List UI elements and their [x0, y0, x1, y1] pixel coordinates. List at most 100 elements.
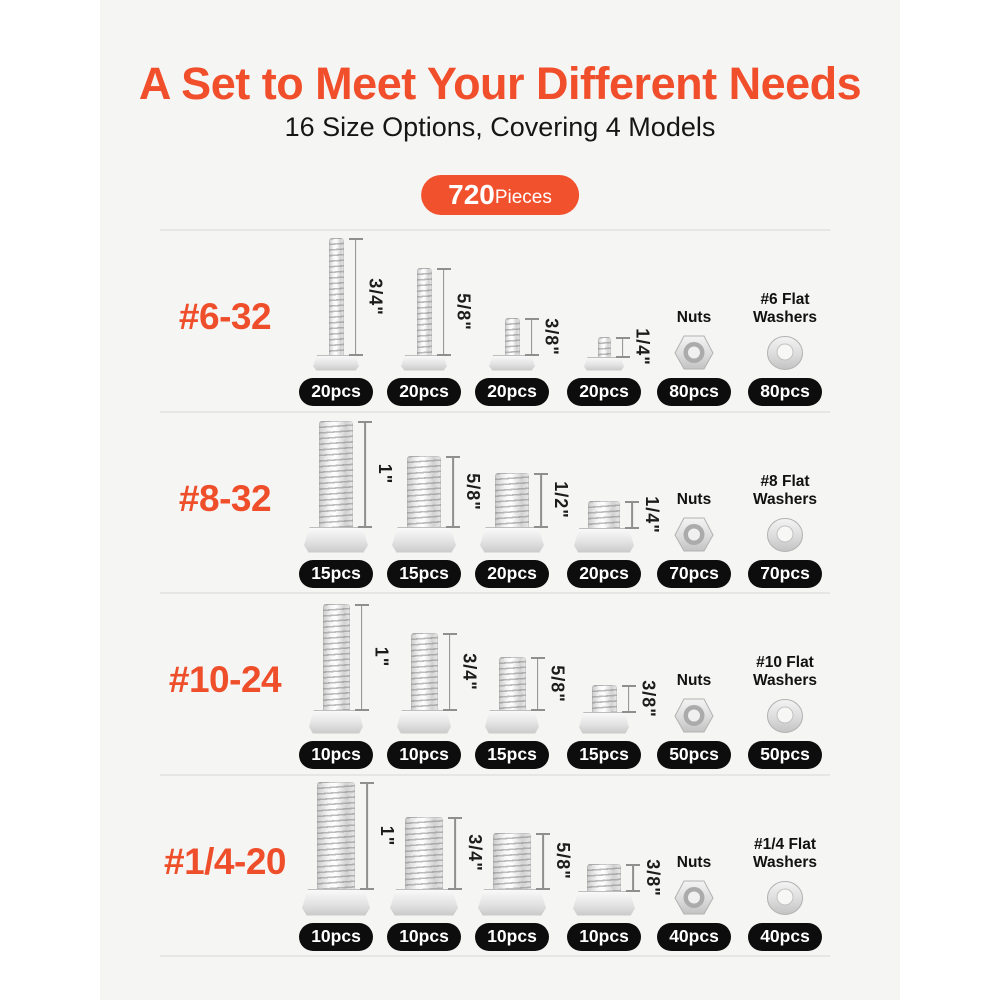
qty-pill: 20pcs — [475, 559, 549, 588]
screw-head-image — [309, 709, 363, 734]
nut-item: Nuts 40pcs — [649, 775, 739, 956]
washer-item: #6 Flat Washers 80pcs — [740, 230, 830, 411]
screw-item: 3/8" 20pcs — [467, 230, 562, 411]
qty-pill: 15pcs — [299, 559, 373, 588]
screw-head-image — [478, 888, 546, 916]
qty-pill: 10pcs — [475, 922, 549, 951]
qty-pill: 15pcs — [387, 559, 461, 588]
qty-pill: 10pcs — [387, 922, 461, 951]
qty-pill: 10pcs — [387, 740, 461, 769]
washer-item: #8 Flat Washers 70pcs — [740, 412, 830, 593]
screw-head-image — [392, 526, 456, 553]
length-label: 3/4" — [365, 277, 386, 316]
flat-washer-icon — [767, 335, 803, 370]
screw-shaft-image — [407, 455, 441, 528]
length-bracket — [448, 816, 462, 890]
length-label: 1/4" — [632, 328, 653, 366]
total-pieces-badge: 720 Pieces — [421, 175, 579, 215]
length-label: 3/4" — [459, 652, 480, 691]
screw-item: 1" 10pcs — [291, 593, 392, 774]
qty-pill: 80pcs — [657, 377, 731, 406]
badge-count: 720 — [448, 179, 495, 210]
screw-item: 1/4" 20pcs — [559, 230, 653, 411]
screw-head-image — [401, 354, 447, 371]
screw-head-image — [302, 888, 370, 916]
length-bracket — [436, 267, 451, 356]
row-label: #8-32 — [178, 478, 272, 519]
washer-item: #10 Flat Washers 50pcs — [740, 593, 830, 774]
screw-item: 1/4" 20pcs — [559, 412, 662, 593]
screw-item: 1" 10pcs — [291, 775, 397, 956]
qty-pill: 15pcs — [475, 740, 549, 769]
screw-item: 3/8" 10pcs — [559, 775, 663, 956]
nut-item: Nuts 70pcs — [649, 412, 739, 593]
row-divider — [160, 592, 830, 594]
length-label: 3/8" — [638, 679, 659, 718]
length-bracket — [360, 781, 374, 890]
screw-item: 5/8" 15pcs — [467, 593, 568, 774]
screw-head-image — [579, 711, 629, 734]
part-title: #1/4 Flat Washers — [752, 835, 818, 872]
length-bracket — [358, 420, 372, 528]
row-label: #10-24 — [168, 659, 282, 700]
screw-shaft-image — [504, 317, 520, 356]
hex-nut-icon — [674, 880, 714, 914]
screw-shaft-image — [405, 816, 443, 890]
row-divider — [160, 229, 830, 231]
row-divider — [160, 774, 830, 776]
qty-pill: 70pcs — [657, 559, 731, 588]
row-label: #1/4-20 — [164, 841, 287, 882]
hex-nut-icon — [674, 698, 714, 732]
screw-item: 5/8" 20pcs — [379, 230, 474, 411]
screw-head-image — [304, 526, 368, 553]
length-label: 5/8" — [453, 292, 474, 331]
screw-item: 5/8" 15pcs — [379, 412, 483, 593]
length-bracket — [615, 336, 630, 358]
screw-item: 3/4" 20pcs — [291, 230, 386, 411]
screw-head-image — [574, 527, 634, 553]
flat-washer-icon — [767, 517, 803, 552]
page-title: A Set to Meet Your Different Needs — [138, 58, 862, 109]
length-bracket — [348, 237, 363, 356]
qty-pill: 10pcs — [567, 922, 641, 951]
size-row-quarter-20: #1/4-20 1" 10pcs 3/4" 10pcs — [100, 775, 900, 956]
screw-head-image — [397, 709, 451, 734]
part-title: #10 Flat Washers — [752, 653, 818, 690]
flat-washer-icon — [767, 880, 803, 915]
part-title: Nuts — [676, 672, 712, 690]
part-title: #8 Flat Washers — [752, 472, 818, 509]
flat-washer-icon — [767, 698, 803, 733]
screw-shaft-image — [498, 656, 526, 711]
row-divider — [160, 411, 830, 413]
screw-shaft-image — [591, 684, 617, 713]
qty-pill: 40pcs — [657, 922, 731, 951]
page-subtitle: 16 Size Options, Covering 4 Models — [284, 112, 716, 142]
part-title: Nuts — [676, 854, 712, 872]
length-bracket — [625, 500, 639, 529]
qty-pill: 10pcs — [299, 740, 373, 769]
screw-shaft-image — [322, 603, 350, 711]
length-bracket — [536, 832, 550, 890]
qty-pill: 50pcs — [748, 740, 822, 769]
screw-head-image — [480, 526, 544, 553]
length-bracket — [354, 603, 369, 711]
screw-shaft-image — [493, 832, 531, 890]
length-label: 1/4" — [642, 495, 662, 534]
screw-head-image — [573, 890, 635, 916]
qty-pill: 15pcs — [567, 740, 641, 769]
screw-shaft-image — [597, 336, 611, 358]
length-label: 1" — [375, 463, 395, 485]
screw-head-image — [390, 888, 458, 916]
length-label: 1" — [371, 646, 392, 668]
infographic-canvas: A Set to Meet Your Different Needs 16 Si… — [100, 0, 900, 1000]
row-label: #6-32 — [178, 296, 272, 337]
nut-item: Nuts 80pcs — [649, 230, 739, 411]
screw-shaft-image — [588, 500, 620, 529]
screw-shaft-image — [587, 863, 621, 892]
screw-item: 5/8" 10pcs — [467, 775, 573, 956]
qty-pill: 20pcs — [475, 377, 549, 406]
length-bracket — [626, 863, 640, 892]
screw-shaft-image — [319, 420, 353, 528]
part-title: Nuts — [676, 491, 712, 509]
length-label: 5/8" — [463, 472, 483, 511]
